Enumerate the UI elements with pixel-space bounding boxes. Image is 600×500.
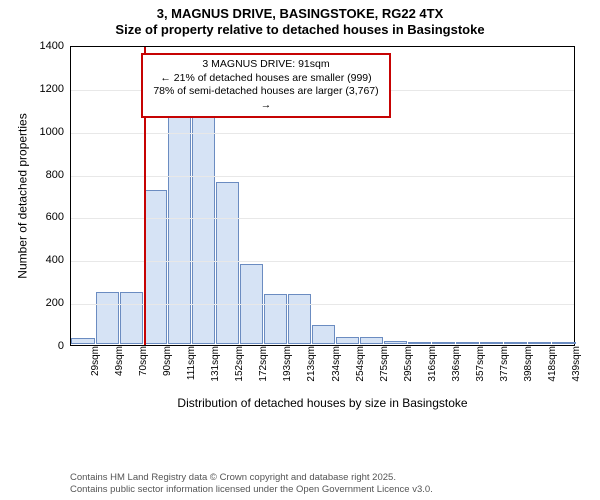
x-tick-label: 29sqm <box>86 346 101 376</box>
bar <box>168 103 191 344</box>
bar <box>528 342 551 344</box>
bar <box>120 292 143 344</box>
caption: Contains HM Land Registry data © Crown c… <box>70 472 433 496</box>
bar <box>144 190 167 344</box>
annotation-line1: 3 MAGNUS DRIVE: 91sqm <box>151 58 381 72</box>
x-tick-label: 172sqm <box>254 346 269 382</box>
y-tick-label: 1000 <box>40 126 64 138</box>
page: 3, MAGNUS DRIVE, BASINGSTOKE, RG22 4TX S… <box>0 0 600 500</box>
bar <box>192 101 215 345</box>
bar <box>264 294 287 344</box>
x-tick-label: 254sqm <box>351 346 366 382</box>
x-tick-label: 131sqm <box>206 346 221 382</box>
bar <box>240 264 263 344</box>
x-axis-label: Distribution of detached houses by size … <box>70 396 575 410</box>
y-tick-label: 400 <box>46 254 64 266</box>
plot-area: 3 MAGNUS DRIVE: 91sqm ← 21% of detached … <box>70 46 575 346</box>
bar <box>312 325 335 344</box>
x-tick-label: 336sqm <box>447 346 462 382</box>
x-tick-label: 316sqm <box>423 346 438 382</box>
y-tick-label: 1200 <box>40 83 64 95</box>
bar <box>384 341 407 344</box>
x-tick-label: 275sqm <box>375 346 390 382</box>
bar <box>360 337 383 344</box>
x-tick-label: 295sqm <box>399 346 414 382</box>
x-tick-label: 70sqm <box>134 346 149 376</box>
x-tick-label: 418sqm <box>543 346 558 382</box>
caption-line2: Contains public sector information licen… <box>70 484 433 496</box>
y-tick-label: 1400 <box>40 40 64 52</box>
title-line1: 3, MAGNUS DRIVE, BASINGSTOKE, RG22 4TX <box>0 6 600 22</box>
bar <box>336 337 359 344</box>
title-line2: Size of property relative to detached ho… <box>0 22 600 38</box>
x-tick-label: 357sqm <box>471 346 486 382</box>
bar <box>552 342 575 344</box>
x-tick-label: 152sqm <box>230 346 245 382</box>
y-axis-label: Number of detached properties <box>14 46 32 346</box>
x-tick-label: 377sqm <box>495 346 510 382</box>
x-tick-label: 234sqm <box>327 346 342 382</box>
plot-wrap: 3 MAGNUS DRIVE: 91sqm ← 21% of detached … <box>70 46 575 401</box>
caption-line1: Contains HM Land Registry data © Crown c… <box>70 472 433 484</box>
bar <box>408 342 431 344</box>
chart-title: 3, MAGNUS DRIVE, BASINGSTOKE, RG22 4TX S… <box>0 0 600 39</box>
bar <box>480 342 503 344</box>
annotation-line2: ← 21% of detached houses are smaller (99… <box>151 72 381 86</box>
y-tick-label: 800 <box>46 169 64 181</box>
y-tick-label: 0 <box>58 340 64 352</box>
x-tick-label: 439sqm <box>567 346 582 382</box>
x-tick-label: 111sqm <box>182 346 197 380</box>
y-tick-label: 600 <box>46 211 64 223</box>
bar <box>216 182 239 344</box>
annotation-box: 3 MAGNUS DRIVE: 91sqm ← 21% of detached … <box>141 53 391 118</box>
bar <box>432 342 455 344</box>
x-tick-label: 90sqm <box>158 346 173 376</box>
annotation-line3: 78% of semi-detached houses are larger (… <box>151 85 381 112</box>
bar <box>96 292 119 344</box>
bar <box>71 338 94 344</box>
x-tick-label: 398sqm <box>519 346 534 382</box>
x-tick-label: 49sqm <box>110 346 125 376</box>
x-tick-label: 213sqm <box>302 346 317 382</box>
x-tick-label: 193sqm <box>278 346 293 382</box>
bar <box>288 294 311 344</box>
y-tick-label: 200 <box>46 297 64 309</box>
bar <box>504 342 527 344</box>
bar <box>456 342 479 344</box>
